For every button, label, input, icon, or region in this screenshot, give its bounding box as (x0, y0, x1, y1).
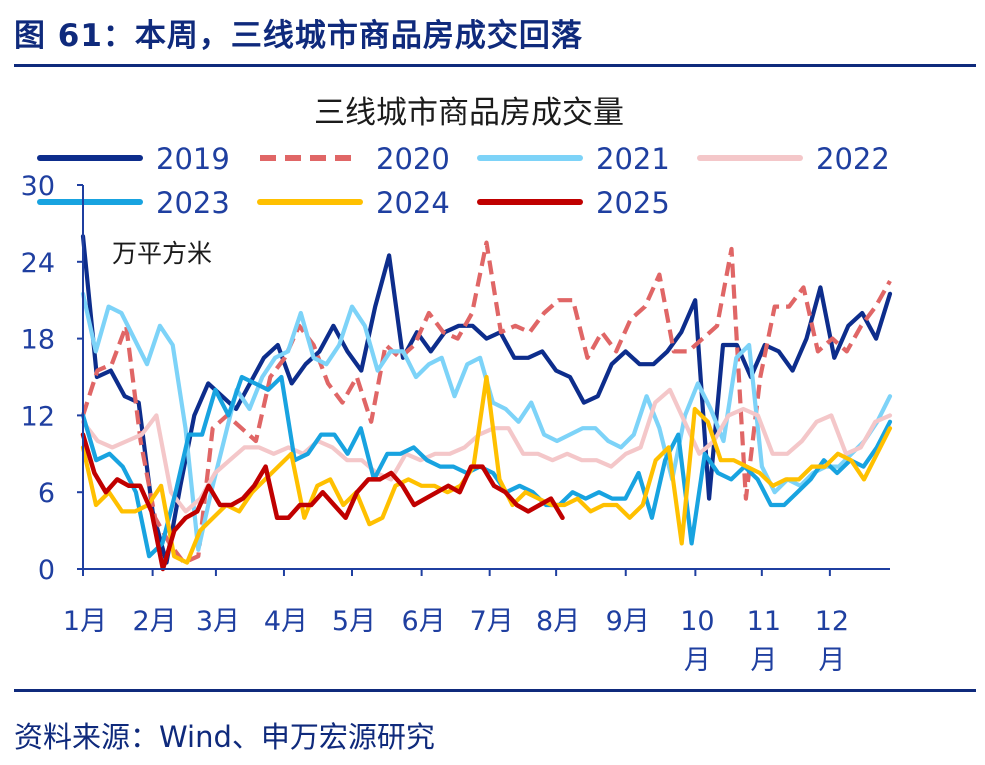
figure-title: 图 61：本周，三线城市商品房成交回落 (14, 18, 583, 54)
x-tick-label: 9月 (606, 606, 650, 637)
y-tick-label: 6 (38, 478, 55, 509)
unit-label: 万平方米 (112, 239, 212, 268)
legend-label: 2024 (376, 186, 450, 220)
x-tick-label: 4月 (264, 606, 308, 637)
legend-item-2022: 2022 (697, 142, 890, 176)
x-tick-label: 5月 (332, 606, 376, 637)
legend-item-2019: 2019 (37, 142, 230, 176)
x-tick-label: 7月 (470, 606, 514, 637)
x-tick-label: 1月 (63, 606, 107, 637)
legend-label: 2020 (376, 142, 450, 176)
legend-label: 2019 (156, 142, 230, 176)
y-tick-label: 18 (21, 325, 55, 356)
y-tick-label: 24 (21, 248, 55, 279)
bottom-rule (14, 689, 976, 692)
source-note: 资料来源：Wind、申万宏源研究 (14, 720, 435, 754)
y-tick-label: 30 (21, 171, 55, 202)
legend-label: 2022 (816, 142, 890, 176)
y-tick-label: 0 (38, 555, 55, 586)
x-tick-label: 10 月 (680, 606, 714, 676)
legend-item-2023: 2023 (37, 186, 230, 220)
legend-label: 2021 (596, 142, 670, 176)
y-tick-label: 12 (21, 401, 55, 432)
x-tick-label: 6月 (402, 606, 446, 637)
x-tick-label: 11 月 (747, 606, 781, 676)
x-tick-label: 3月 (196, 606, 240, 637)
chart-title: 三线城市商品房成交量 (314, 95, 624, 131)
legend: 2019 2020 2021 2022 2023 2024 2025 (37, 142, 890, 220)
x-tick-label: 8月 (536, 606, 580, 637)
legend-item-2024: 2024 (257, 186, 450, 220)
x-tick-label: 12 月 (815, 606, 849, 676)
x-tick-label: 2月 (133, 606, 177, 637)
legend-label: 2023 (156, 186, 230, 220)
legend-item-2021: 2021 (477, 142, 670, 176)
legend-item-2020: 2020 (260, 142, 450, 176)
top-rule (14, 64, 976, 67)
axes: 0 6 12 18 24 30 1月 2月 3月 4月 5月 6月 7月 8月 9月 10 月 11 月 12 月 (21, 171, 890, 676)
series-line-2022 (80, 387, 893, 514)
legend-label: 2025 (596, 186, 670, 220)
plot-area (80, 234, 893, 572)
legend-item-2025: 2025 (477, 186, 670, 220)
series-line-2024 (80, 374, 893, 565)
